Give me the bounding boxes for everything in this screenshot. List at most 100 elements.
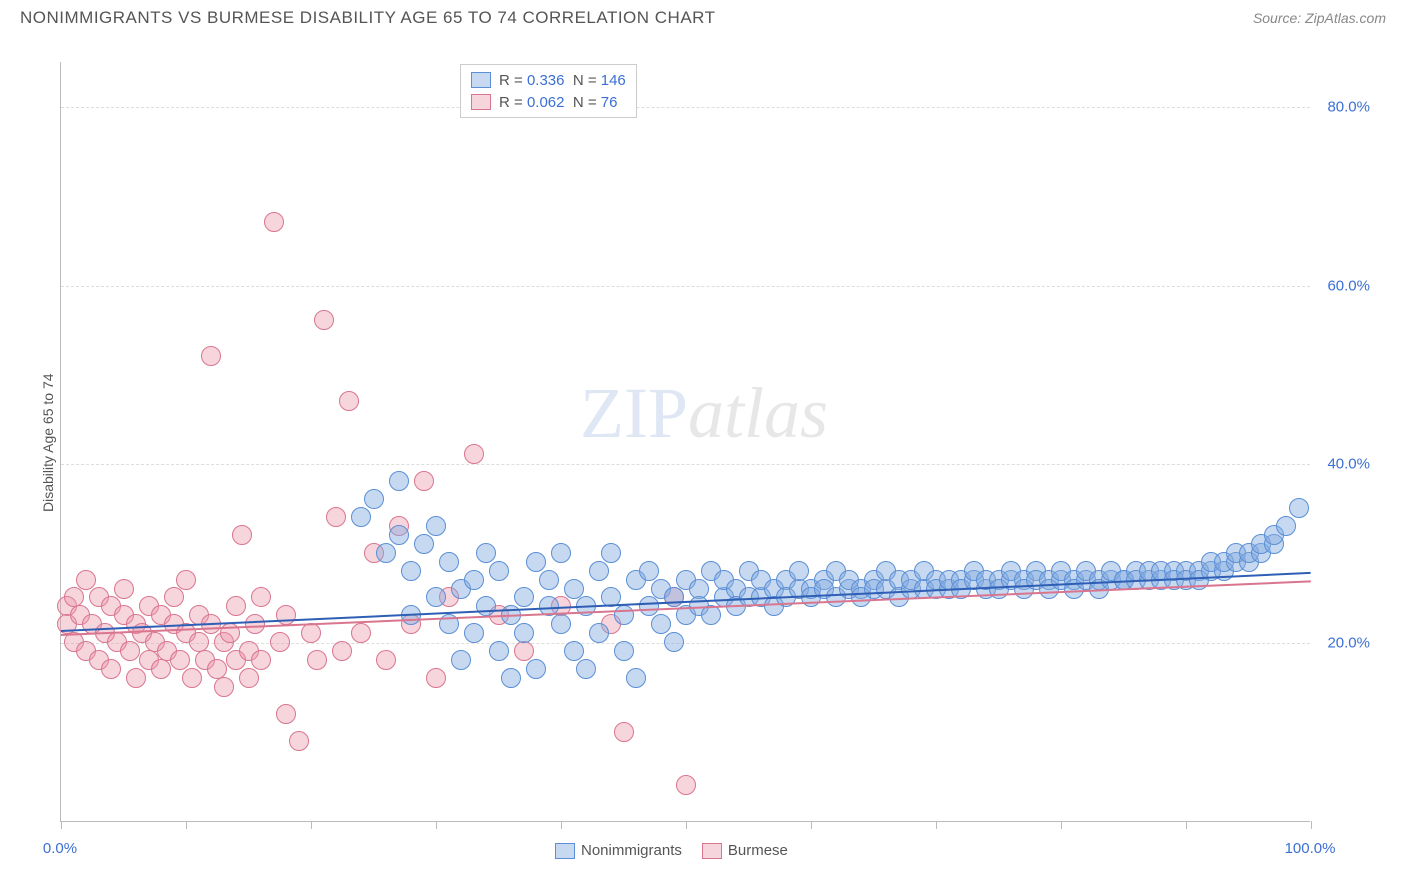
scatter-point-b — [182, 668, 202, 688]
x-tick — [61, 821, 62, 829]
scatter-point-b — [464, 444, 484, 464]
scatter-point-b — [270, 632, 290, 652]
scatter-point-b — [226, 596, 246, 616]
scatter-point-b — [514, 641, 534, 661]
scatter-point-a — [564, 641, 584, 661]
scatter-point-b — [276, 704, 296, 724]
scatter-point-a — [1289, 498, 1309, 518]
y-tick-label: 60.0% — [1327, 277, 1370, 294]
gridline — [61, 286, 1310, 287]
scatter-point-b — [151, 659, 171, 679]
legend-label: Burmese — [728, 842, 788, 859]
scatter-point-b — [307, 650, 327, 670]
stats-text: R = 0.336 N = 146 — [499, 72, 626, 89]
scatter-point-b — [614, 722, 634, 742]
scatter-point-b — [201, 346, 221, 366]
x-tick — [186, 821, 187, 829]
chart-source: Source: ZipAtlas.com — [1253, 10, 1386, 26]
scatter-point-b — [314, 310, 334, 330]
scatter-point-a — [564, 579, 584, 599]
scatter-point-b — [351, 623, 371, 643]
scatter-point-b — [232, 525, 252, 545]
scatter-point-a — [376, 543, 396, 563]
stats-row: R = 0.336 N = 146 — [471, 69, 626, 91]
scatter-point-b — [114, 579, 134, 599]
x-tick-label: 0.0% — [43, 840, 77, 857]
scatter-point-b — [214, 677, 234, 697]
chart-header: NONIMMIGRANTS VS BURMESE DISABILITY AGE … — [0, 0, 1406, 32]
scatter-point-a — [601, 543, 621, 563]
scatter-point-a — [476, 543, 496, 563]
scatter-point-a — [464, 623, 484, 643]
legend-item: Nonimmigrants — [555, 842, 682, 859]
legend-label: Nonimmigrants — [581, 842, 682, 859]
scatter-point-b — [289, 731, 309, 751]
scatter-point-a — [514, 587, 534, 607]
scatter-point-b — [164, 587, 184, 607]
scatter-point-b — [126, 668, 146, 688]
series-legend: Nonimmigrants Burmese — [555, 842, 788, 859]
x-tick — [1311, 821, 1312, 829]
x-tick-label: 100.0% — [1285, 840, 1336, 857]
legend-swatch — [702, 843, 722, 859]
scatter-point-a — [526, 659, 546, 679]
y-axis-label: Disability Age 65 to 74 — [40, 373, 56, 512]
scatter-point-b — [376, 650, 396, 670]
scatter-point-b — [676, 775, 696, 795]
scatter-point-a — [539, 570, 559, 590]
scatter-point-a — [639, 561, 659, 581]
x-tick — [686, 821, 687, 829]
scatter-point-a — [514, 623, 534, 643]
gridline — [61, 464, 1310, 465]
scatter-point-a — [351, 507, 371, 527]
scatter-point-a — [614, 605, 634, 625]
scatter-point-a — [464, 570, 484, 590]
scatter-point-a — [626, 668, 646, 688]
scatter-point-b — [170, 650, 190, 670]
scatter-point-b — [264, 212, 284, 232]
scatter-point-a — [364, 489, 384, 509]
scatter-point-a — [401, 561, 421, 581]
scatter-point-b — [251, 587, 271, 607]
y-tick-label: 40.0% — [1327, 456, 1370, 473]
scatter-point-a — [589, 623, 609, 643]
x-tick — [1061, 821, 1062, 829]
scatter-point-a — [389, 525, 409, 545]
scatter-point-a — [426, 587, 446, 607]
x-tick — [1186, 821, 1187, 829]
scatter-point-a — [389, 471, 409, 491]
legend-swatch — [471, 72, 491, 88]
x-tick — [311, 821, 312, 829]
stats-row: R = 0.062 N = 76 — [471, 91, 626, 113]
scatter-point-a — [551, 614, 571, 634]
chart-area: 20.0%40.0%60.0%80.0%0.0%100.0%Disability… — [20, 32, 1386, 872]
scatter-point-a — [476, 596, 496, 616]
scatter-point-b — [332, 641, 352, 661]
scatter-point-a — [664, 587, 684, 607]
scatter-point-a — [651, 614, 671, 634]
scatter-point-b — [276, 605, 296, 625]
plot-area — [60, 62, 1310, 822]
scatter-point-a — [489, 641, 509, 661]
scatter-point-b — [120, 641, 140, 661]
scatter-point-b — [414, 471, 434, 491]
scatter-point-b — [239, 668, 259, 688]
x-tick — [811, 821, 812, 829]
scatter-point-b — [245, 614, 265, 634]
scatter-point-a — [526, 552, 546, 572]
scatter-point-a — [789, 561, 809, 581]
scatter-point-a — [451, 650, 471, 670]
scatter-point-a — [501, 668, 521, 688]
scatter-point-b — [76, 570, 96, 590]
scatter-point-a — [664, 632, 684, 652]
legend-swatch — [471, 94, 491, 110]
scatter-point-a — [1276, 516, 1296, 536]
x-tick — [436, 821, 437, 829]
legend-item: Burmese — [702, 842, 788, 859]
scatter-point-b — [176, 570, 196, 590]
scatter-point-a — [426, 516, 446, 536]
stats-text: R = 0.062 N = 76 — [499, 94, 617, 111]
y-tick-label: 20.0% — [1327, 635, 1370, 652]
scatter-point-b — [301, 623, 321, 643]
gridline — [61, 107, 1310, 108]
